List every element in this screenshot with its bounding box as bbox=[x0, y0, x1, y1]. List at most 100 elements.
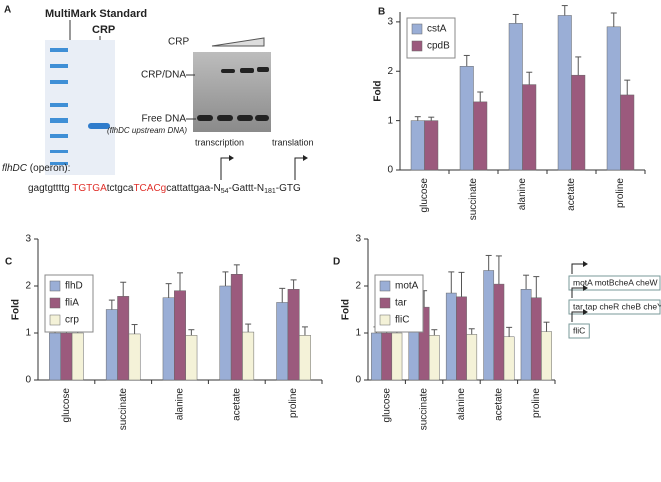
bar bbox=[242, 331, 255, 381]
band-label: CRP/DNA bbox=[141, 70, 186, 81]
bar bbox=[473, 101, 488, 171]
bar bbox=[530, 297, 542, 381]
x-tick-label: proline bbox=[288, 388, 299, 418]
bar bbox=[391, 332, 403, 381]
ladder-bands bbox=[50, 48, 68, 165]
sequence-part: TCACg bbox=[133, 183, 166, 194]
bar bbox=[520, 289, 532, 381]
error-bar bbox=[431, 329, 438, 336]
error-bar bbox=[428, 116, 435, 121]
panel-label: C bbox=[5, 257, 12, 268]
error-bar bbox=[448, 271, 455, 294]
x-tick-label: acetate bbox=[231, 388, 242, 421]
y-tick-label: 3 bbox=[25, 234, 31, 245]
arrowhead bbox=[229, 155, 234, 161]
legend-swatch bbox=[49, 314, 61, 326]
operon-label: motA motBcheA cheW bbox=[573, 277, 658, 287]
operon-arrow bbox=[571, 263, 583, 274]
sequence-part: -GTG bbox=[276, 183, 301, 194]
y-axis-label: Fold bbox=[11, 299, 22, 320]
error-bar bbox=[463, 54, 470, 67]
legend-swatch bbox=[379, 297, 391, 309]
legend-swatch bbox=[379, 314, 391, 326]
bar bbox=[522, 84, 537, 171]
transcription-arrow bbox=[220, 157, 229, 180]
error-bar bbox=[108, 299, 115, 310]
y-axis-label: Fold bbox=[341, 299, 352, 320]
error-bar bbox=[543, 321, 550, 332]
band-label: Free DNA bbox=[142, 114, 187, 125]
error-bar bbox=[301, 326, 308, 336]
arrowhead bbox=[583, 285, 588, 291]
y-tick-label: 3 bbox=[355, 234, 361, 245]
transcription-label: transcription bbox=[195, 137, 244, 147]
sequence-part: -Gattt-N bbox=[229, 183, 265, 194]
error-bar bbox=[233, 264, 240, 275]
x-tick-label: glucose bbox=[61, 388, 72, 423]
concentration-wedge bbox=[211, 37, 265, 47]
bar bbox=[299, 335, 311, 381]
lane-label: CRP bbox=[92, 24, 115, 36]
y-tick-label: 0 bbox=[355, 375, 361, 386]
error-bar bbox=[561, 5, 568, 16]
error-bar bbox=[575, 56, 582, 76]
x-tick-label: alanine bbox=[456, 388, 467, 421]
bar bbox=[219, 285, 232, 381]
bar bbox=[456, 296, 467, 381]
operon-box bbox=[568, 323, 590, 339]
y-tick-label: 2 bbox=[387, 66, 393, 77]
operon-label: fliC bbox=[573, 325, 585, 335]
bar bbox=[428, 335, 440, 381]
bar bbox=[483, 270, 495, 381]
y-tick-label: 0 bbox=[387, 165, 393, 176]
x-tick-label: proline bbox=[531, 388, 542, 418]
bar bbox=[466, 334, 478, 381]
ladder-label: MultiMark Standard bbox=[45, 8, 147, 20]
bar bbox=[185, 335, 198, 381]
legend-label: cpdB bbox=[427, 41, 450, 52]
panel-a: A MultiMark Standard CRP CRP CRP/DNA Fre… bbox=[2, 5, 314, 196]
panel-label: A bbox=[4, 5, 11, 16]
error-bar bbox=[624, 79, 631, 95]
bar bbox=[128, 333, 141, 381]
error-bar bbox=[458, 271, 465, 297]
translation-label: translation bbox=[272, 137, 314, 147]
bar bbox=[508, 23, 523, 171]
operon-box bbox=[568, 299, 661, 315]
bar bbox=[541, 331, 552, 381]
x-tick-label: proline bbox=[615, 178, 626, 208]
x-tick-label: succinate bbox=[419, 388, 430, 431]
error-bar bbox=[512, 13, 519, 24]
gel-bands bbox=[197, 67, 269, 121]
bar bbox=[174, 290, 186, 381]
legend-swatch bbox=[411, 23, 423, 35]
bar bbox=[571, 74, 586, 171]
x-tick-label: acetate bbox=[566, 178, 577, 211]
x-tick-label: succinate bbox=[468, 178, 479, 221]
error-bar bbox=[477, 91, 484, 102]
operon-label: flhDC (operon): bbox=[2, 163, 70, 174]
bar bbox=[424, 120, 439, 171]
y-tick-label: 2 bbox=[25, 281, 31, 292]
error-bar bbox=[495, 255, 502, 285]
error-bar bbox=[485, 254, 492, 271]
legend-swatch bbox=[379, 280, 391, 292]
error-bar bbox=[222, 271, 229, 286]
bar bbox=[493, 283, 505, 381]
x-tick-label: glucose bbox=[419, 178, 430, 213]
arrowhead bbox=[303, 155, 308, 161]
error-bar bbox=[290, 279, 297, 290]
legend-swatch bbox=[411, 40, 423, 52]
error-bar bbox=[533, 276, 540, 298]
error-bar bbox=[279, 287, 286, 303]
y-tick-label: 1 bbox=[25, 328, 31, 339]
error-bar bbox=[165, 283, 172, 298]
bar bbox=[445, 292, 457, 381]
error-bar bbox=[506, 326, 513, 337]
bar bbox=[620, 94, 635, 171]
x-tick-label: glucose bbox=[381, 388, 392, 423]
x-tick-label: acetate bbox=[494, 388, 505, 421]
gel-label: CRP bbox=[168, 37, 189, 48]
sequence-part: 54 bbox=[221, 188, 229, 195]
sequence-part: tctgca bbox=[107, 183, 134, 194]
